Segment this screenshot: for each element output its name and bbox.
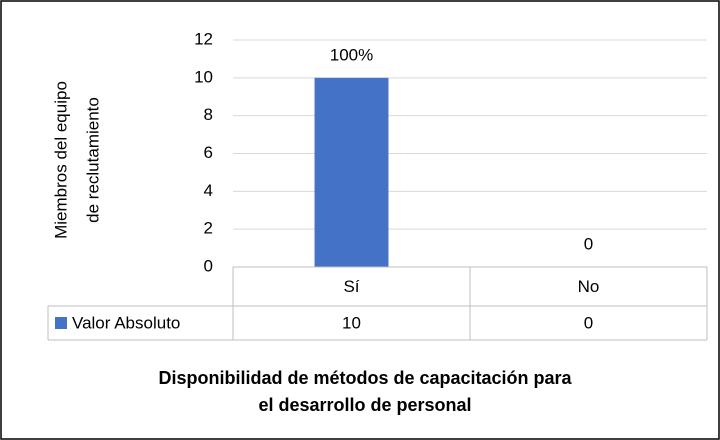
y-axis-title: de reclutamiento [83, 97, 102, 223]
chart-title: Disponibilidad de métodos de capacitació… [158, 368, 572, 388]
data-label: 0 [584, 234, 593, 253]
chart-title: el desarrollo de personal [258, 395, 471, 415]
table-value: 0 [584, 313, 593, 332]
y-tick-label: 2 [204, 219, 213, 238]
y-tick-label: 4 [204, 181, 213, 200]
y-tick-label: 8 [204, 105, 213, 124]
x-tick-label: Sí [343, 277, 359, 296]
legend-swatch [55, 317, 67, 329]
y-tick-label: 10 [194, 67, 213, 86]
bar [314, 77, 389, 267]
legend-label: Valor Absoluto [72, 313, 180, 332]
y-tick-label: 6 [204, 143, 213, 162]
y-tick-label: 0 [204, 256, 213, 275]
data-label: 100% [330, 45, 373, 64]
x-tick-label: No [578, 277, 600, 296]
y-tick-label: 12 [194, 29, 213, 48]
y-axis-title: Miembros del equipo [51, 81, 70, 239]
table-value: 10 [342, 313, 361, 332]
